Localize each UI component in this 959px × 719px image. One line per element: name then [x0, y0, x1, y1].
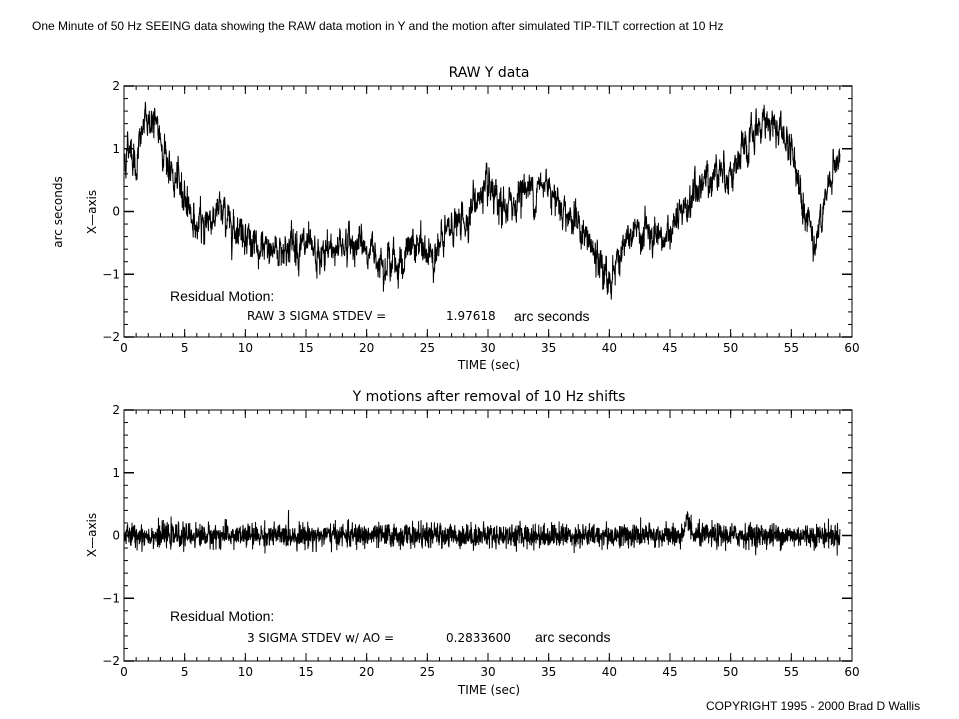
- raw-chart-title: RAW Y data: [449, 65, 530, 81]
- y-tick-label: −1: [102, 591, 120, 605]
- x-tick-label: 50: [723, 665, 738, 679]
- y-tick-label: 0: [112, 529, 120, 543]
- x-tick-label: 10: [238, 665, 253, 679]
- corrected-stdev-label: 3 SIGMA STDEV w/ AO =: [247, 631, 394, 645]
- data-trace: [123, 101, 841, 300]
- y-tick-label: 2: [112, 403, 120, 417]
- x-tick-label: 25: [420, 341, 435, 355]
- x-tick-label: 20: [359, 665, 374, 679]
- x-tick-label: 15: [298, 341, 313, 355]
- x-tick-label: 0: [120, 665, 128, 679]
- y-tick-label: 1: [112, 466, 120, 480]
- x-tick-label: 5: [181, 665, 189, 679]
- x-tick-label: 60: [844, 665, 859, 679]
- x-tick-label: 50: [723, 341, 738, 355]
- corrected-stdev-unit: arc seconds: [535, 629, 610, 645]
- copyright-text: COPYRIGHT 1995 - 2000 Brad D Wallis: [706, 699, 921, 713]
- x-tick-label: 5: [181, 341, 189, 355]
- y-tick-label: 0: [112, 205, 120, 219]
- y-tick-label: 1: [112, 142, 120, 156]
- x-tick-label: 45: [662, 665, 677, 679]
- x-tick-label: 20: [359, 341, 374, 355]
- x-tick-label: 35: [541, 341, 556, 355]
- corrected-y-axis-label: X—axis: [85, 513, 99, 557]
- x-tick-label: 40: [602, 665, 617, 679]
- x-tick-label: 35: [541, 665, 556, 679]
- corrected-residual-label: Residual Motion:: [170, 608, 274, 624]
- y-tick-label: −2: [102, 330, 120, 344]
- raw-x-axis-label: TIME (sec): [457, 358, 520, 372]
- corrected-x-axis-label: TIME (sec): [457, 683, 520, 697]
- x-tick-label: 55: [784, 665, 799, 679]
- corrected-chart-title: Y motions after removal of 10 Hz shifts: [352, 389, 626, 405]
- x-tick-label: 60: [844, 341, 859, 355]
- y-tick-label: −1: [102, 267, 120, 281]
- x-tick-label: 0: [120, 341, 128, 355]
- raw-stdev-label: RAW 3 SIGMA STDEV =: [247, 309, 386, 323]
- corrected-y-chart: Y motions after removal of 10 Hz shifts …: [85, 389, 860, 697]
- x-tick-label: 25: [420, 665, 435, 679]
- raw-stdev-value: 1.97618: [446, 309, 496, 323]
- x-tick-label: 30: [480, 341, 495, 355]
- raw-y-chart: RAW Y data arc seconds X—axis TIME (sec)…: [51, 65, 860, 372]
- x-tick-label: 40: [602, 341, 617, 355]
- raw-residual-label: Residual Motion:: [170, 288, 274, 304]
- raw-y-outer-label: arc seconds: [51, 176, 65, 247]
- x-tick-label: 55: [784, 341, 799, 355]
- raw-y-axis-label: X—axis: [85, 190, 99, 234]
- data-trace: [123, 509, 841, 556]
- x-tick-label: 10: [238, 341, 253, 355]
- y-tick-label: 2: [112, 79, 120, 93]
- page-title: One Minute of 50 Hz SEEING data showing …: [32, 19, 724, 33]
- raw-stdev-unit: arc seconds: [514, 308, 589, 324]
- corrected-stdev-value: 0.2833600: [446, 631, 511, 645]
- y-tick-label: −2: [102, 654, 120, 668]
- x-tick-label: 15: [298, 665, 313, 679]
- x-tick-label: 45: [662, 341, 677, 355]
- x-tick-label: 30: [480, 665, 495, 679]
